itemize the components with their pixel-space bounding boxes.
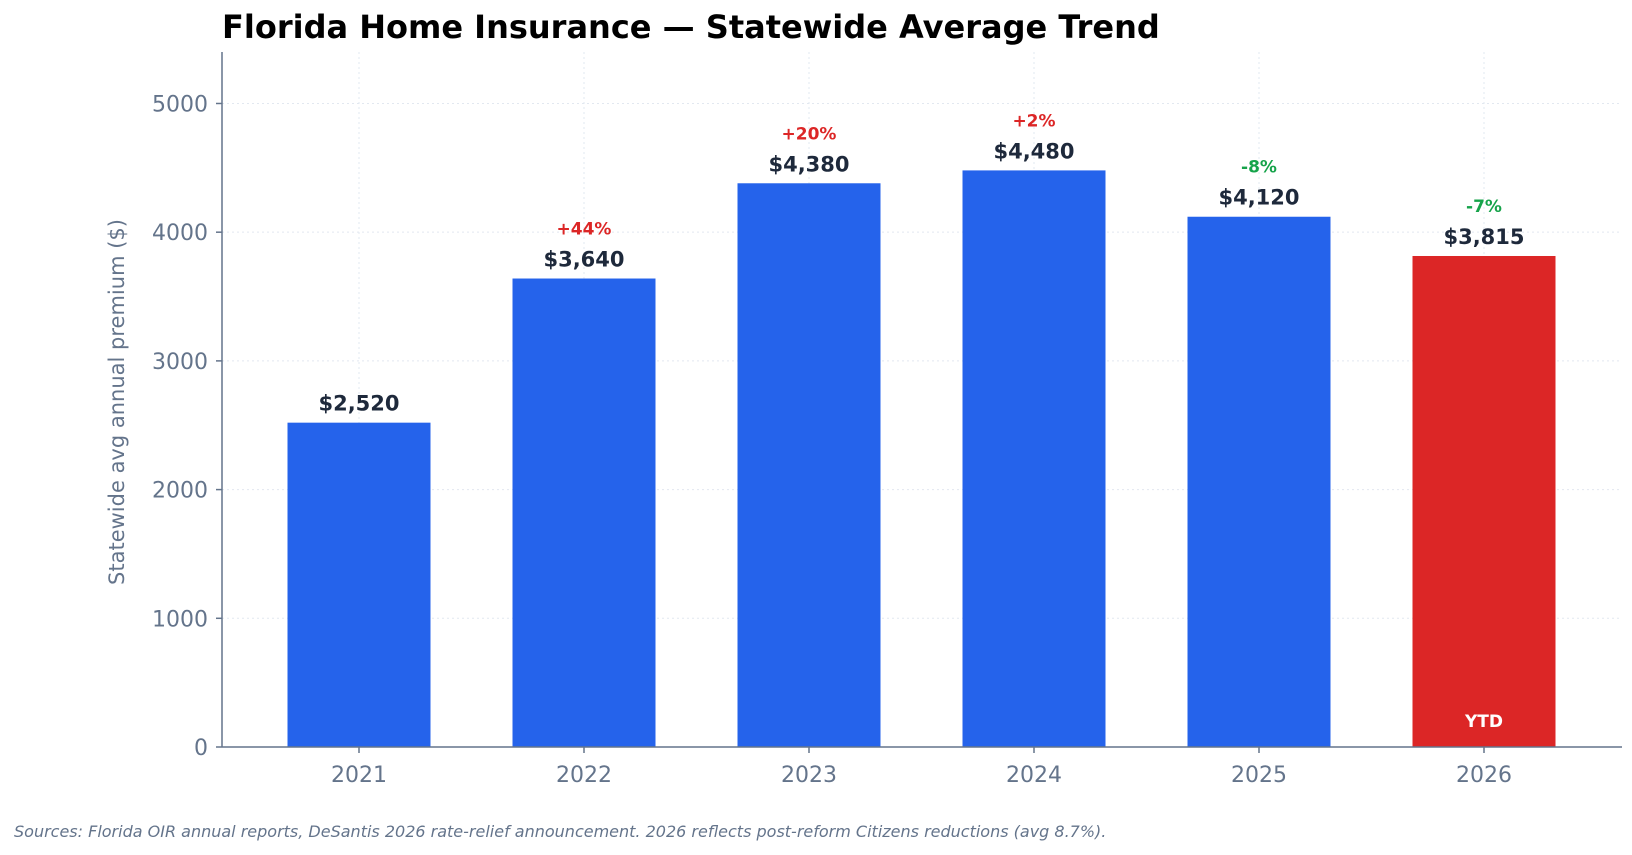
- value-label: $2,520: [318, 392, 399, 416]
- chart-title: Florida Home Insurance — Statewide Avera…: [222, 8, 1160, 46]
- data-labels: $2,520 $3,640 +44% $4,380 +20% $4,480 +2% $4,12…: [318, 111, 1524, 732]
- y-tick-label: 4000: [152, 221, 208, 246]
- bar-2021: [287, 422, 431, 747]
- x-tick-label: 2026: [1456, 763, 1512, 788]
- x-tick-label: 2022: [556, 763, 612, 788]
- y-tick-label: 2000: [152, 479, 208, 504]
- y-tick-label: 1000: [152, 607, 208, 632]
- bar-2023: [737, 183, 881, 747]
- bar-2022: [512, 278, 656, 747]
- bar-2024: [962, 170, 1106, 747]
- change-label: -7%: [1466, 197, 1502, 217]
- x-tick-label: 2025: [1231, 763, 1287, 788]
- bar-2026: [1412, 255, 1556, 748]
- value-label: $3,640: [543, 248, 624, 272]
- y-tick-label: 3000: [152, 350, 208, 375]
- change-label: -8%: [1241, 158, 1277, 178]
- x-tick-label: 2023: [781, 763, 837, 788]
- change-label: +44%: [557, 220, 612, 240]
- value-label: $3,815: [1443, 225, 1524, 249]
- x-tick-label: 2021: [331, 763, 387, 788]
- value-label: $4,480: [993, 139, 1074, 163]
- y-tick-label: 5000: [152, 92, 208, 117]
- axes: 0 1000 2000 3000 4000 5000 2021 2022 2023 2024 202…: [152, 52, 1622, 788]
- value-label: $4,120: [1218, 186, 1299, 210]
- bar-2025: [1187, 216, 1331, 748]
- y-tick-label: 0: [194, 736, 208, 761]
- x-tick-label: 2024: [1006, 763, 1062, 788]
- gridlines: [222, 52, 1622, 748]
- value-label: $4,380: [768, 152, 849, 176]
- bar-inner-label: YTD: [1464, 712, 1503, 732]
- source-note: Sources: Florida OIR annual reports, DeS…: [14, 822, 1107, 841]
- change-label: +20%: [782, 124, 837, 144]
- change-label: +2%: [1012, 111, 1055, 131]
- y-axis-label: Statewide avg annual premium ($): [105, 219, 129, 585]
- bars: [287, 170, 1556, 748]
